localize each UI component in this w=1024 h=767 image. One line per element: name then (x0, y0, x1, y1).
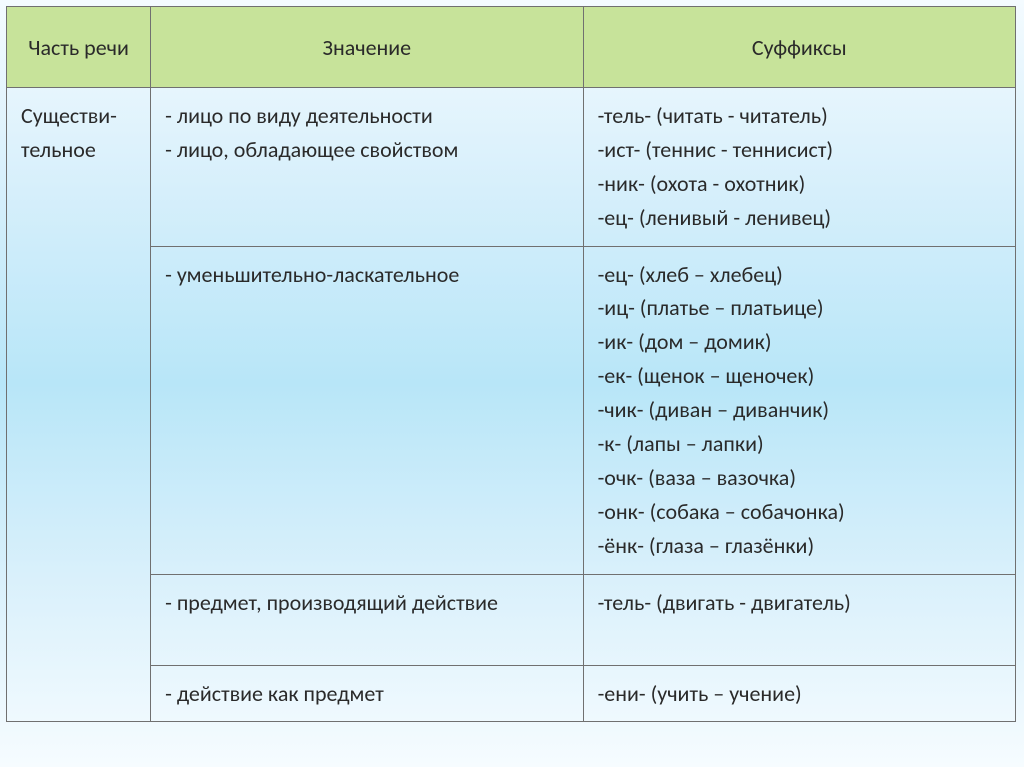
suffix-line: -ик- (дом – домик) (598, 326, 1001, 358)
row-label-line: Существи- (21, 100, 136, 132)
meaning-line: - действие как предмет (165, 678, 568, 710)
suffix-cell: -тель- (двигать - двигатель) (583, 574, 1015, 665)
suffix-line: -ист- (теннис - теннисист) (598, 134, 1001, 166)
table-row: Существи-тельное - лицо по виду деятельно… (7, 88, 1016, 247)
suffix-line: -очк- (ваза – вазочка) (598, 462, 1001, 494)
table-row: - предмет, производящий действие -тель- (… (7, 574, 1016, 665)
meaning-cell: - уменьшительно-ласкательное (151, 246, 583, 574)
table-row: - действие как предмет -ени- (учить – уче… (7, 665, 1016, 722)
suffix-line: -ёнк- (глаза – глазёнки) (598, 530, 1001, 562)
suffix-line: -тель- (двигать - двигатель) (598, 587, 1001, 619)
header-row: Часть речи Значение Суффиксы (7, 7, 1016, 88)
header-suffixes: Суффиксы (583, 7, 1015, 88)
suffix-cell: -ени- (учить – учение) (583, 665, 1015, 722)
suffix-line: -чик- (диван – диванчик) (598, 394, 1001, 426)
meaning-cell: - предмет, производящий действие (151, 574, 583, 665)
table-container: Часть речи Значение Суффиксы Существи-те… (0, 0, 1024, 728)
meaning-line: - лицо по виду деятельности (165, 100, 568, 132)
header-meaning: Значение (151, 7, 583, 88)
suffix-line: -ени- (учить – учение) (598, 678, 1001, 710)
meaning-cell: - лицо по виду деятельности- лицо, облад… (151, 88, 583, 247)
suffix-line: -онк- (собака – собачонка) (598, 496, 1001, 528)
table-row: - уменьшительно-ласкательное -ец- (хлеб –… (7, 246, 1016, 574)
meaning-line: - лицо, обладающее свойством (165, 134, 568, 166)
row-label-cell: Существи-тельное (7, 88, 151, 722)
suffix-line: -тель- (читать - читатель) (598, 100, 1001, 132)
table-body: Существи-тельное- лицо по виду деятельно… (7, 88, 1016, 722)
suffix-line: -ник- (охота - охотник) (598, 168, 1001, 200)
row-label-line: тельное (21, 134, 136, 166)
suffix-table: Часть речи Значение Суффиксы Существи-те… (6, 6, 1016, 722)
meaning-line: - предмет, производящий действие (165, 587, 568, 619)
suffix-line: -ек- (щенок – щеночек) (598, 360, 1001, 392)
meaning-cell: - действие как предмет (151, 665, 583, 722)
suffix-cell: -ец- (хлеб – хлебец)-иц- (платье – плать… (583, 246, 1015, 574)
suffix-line: -ец- (хлеб – хлебец) (598, 259, 1001, 291)
meaning-line: - уменьшительно-ласкательное (165, 259, 568, 291)
suffix-cell: -тель- (читать - читатель)-ист- (теннис … (583, 88, 1015, 247)
suffix-line: -иц- (платье – платьице) (598, 292, 1001, 324)
header-part-of-speech: Часть речи (7, 7, 151, 88)
suffix-line: -к- (лапы – лапки) (598, 428, 1001, 460)
suffix-line: -ец- (ленивый - ленивец) (598, 202, 1001, 234)
